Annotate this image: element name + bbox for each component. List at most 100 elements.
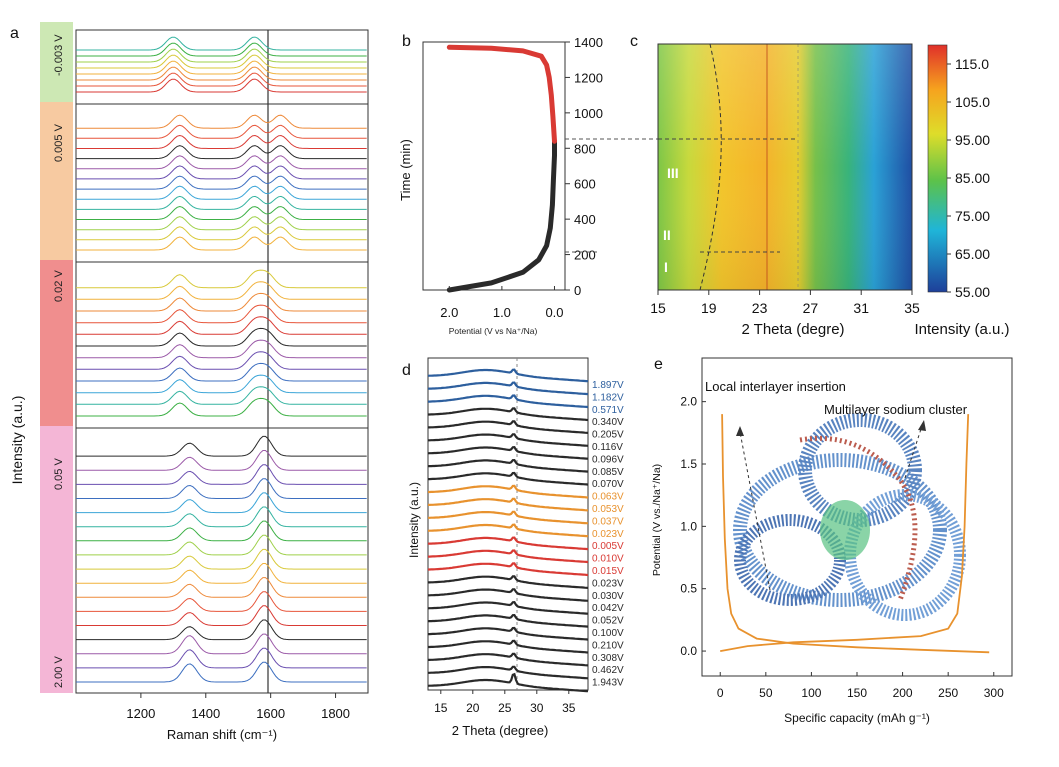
- raman-curve: [76, 48, 367, 63]
- panel-a-xtick-label: 1600: [256, 706, 285, 721]
- panel-c: III II I 15 19 23 27 31 35 2 Theta (degre) 11…: [650, 43, 1010, 338]
- panel-a-bar-1: [40, 22, 73, 102]
- raman-curve: [76, 661, 367, 683]
- potential-label: 0.005V: [592, 541, 624, 552]
- potential-label: 0.340V: [592, 417, 624, 428]
- panel-label-b: b: [402, 33, 411, 50]
- panel-d-ticks: 15 20 25 30 35: [434, 690, 576, 715]
- annotation-arrow-1: [739, 431, 771, 591]
- panel-e-xtick-label: 200: [893, 686, 913, 700]
- panel-c-xtick-label: 23: [752, 300, 768, 316]
- panel-d-curves: [427, 368, 589, 693]
- panel-a-bar-2: [40, 102, 73, 260]
- raman-curve: [76, 185, 367, 200]
- potential-label: 0.023V: [592, 529, 624, 540]
- panel-e-discharge-curve: [721, 414, 990, 654]
- raman-curve: [76, 165, 367, 180]
- potential-label: 0.116V: [592, 442, 623, 453]
- colorbar-tick-label: 105.0: [955, 94, 990, 110]
- panel-c-xtick-label: 27: [803, 300, 819, 316]
- potential-label: 0.015V: [592, 566, 624, 577]
- raman-curve: [76, 362, 367, 382]
- panel-e-ytick-label: 2.0: [680, 395, 697, 409]
- panel-a-xtick-label: 1200: [126, 706, 155, 721]
- xrd-curve: [427, 368, 589, 383]
- raman-curve: [76, 605, 367, 626]
- raman-curve: [76, 226, 367, 241]
- panel-b-xtick-label: 0.0: [545, 305, 563, 320]
- panel-e-xtick-label: 250: [938, 686, 958, 700]
- panel-label-d: d: [402, 362, 411, 379]
- panel-e-ytick-label: 0.5: [680, 582, 697, 596]
- panel-d-ylabel: Intensity (a.u.): [407, 482, 421, 558]
- panel-b: 0 200 400 600 800 1000 1200 1400 2.0 1.0 0.0 Time …: [398, 35, 660, 336]
- raman-curve: [76, 114, 367, 129]
- region-label-II: II: [663, 227, 671, 243]
- xrd-curve: [427, 613, 589, 628]
- panel-a-bar-4: [40, 426, 73, 693]
- potential-label: 0.571V: [592, 405, 624, 416]
- potential-label: 0.023V: [592, 578, 624, 589]
- raman-curve: [76, 66, 367, 81]
- section-label-1: -0.003 V: [53, 34, 65, 76]
- colorbar-tick-label: 65.00: [955, 246, 990, 262]
- panel-e-curves: [720, 414, 990, 654]
- panel-a-curves: [76, 36, 367, 683]
- panel-a-ticks: 1200 1400 1600 1800: [126, 693, 350, 721]
- raman-curve: [76, 304, 367, 324]
- panel-b-charge-curve: [446, 44, 557, 144]
- xrd-curve: [428, 471, 589, 486]
- raman-curve: [76, 124, 367, 139]
- panel-a-bar-3: [40, 260, 73, 426]
- raman-curve: [76, 397, 367, 417]
- raman-curve: [76, 54, 367, 69]
- panel-d-xtick-label: 35: [562, 701, 576, 715]
- xrd-curve: [428, 420, 589, 434]
- raman-curve: [76, 647, 367, 669]
- panel-b-xtick-label: 2.0: [440, 305, 458, 320]
- colorbar-tick-label: 75.00: [955, 208, 990, 224]
- raman-curve: [76, 281, 367, 300]
- raman-curve: [76, 492, 367, 514]
- panel-b-ytick-label: 800: [574, 141, 596, 156]
- colorbar-label: Intensity (a.u.): [914, 321, 1009, 338]
- xrd-curve: [427, 601, 589, 615]
- potential-label: 0.070V: [592, 479, 624, 490]
- xrd-curve: [428, 588, 589, 602]
- model-cluster-red: [799, 435, 918, 601]
- panel-e-xtick-label: 150: [847, 686, 867, 700]
- annotation-arrowhead-2: [918, 420, 926, 431]
- raman-curve: [76, 464, 367, 485]
- xrd-curve: [427, 672, 589, 693]
- potential-label: 0.210V: [592, 640, 624, 651]
- region-label-III: III: [667, 165, 679, 181]
- panel-label-a: a: [10, 25, 19, 42]
- xrd-curve: [428, 575, 589, 589]
- panel-b-ytick-label: 1200: [574, 70, 603, 85]
- raman-curve: [76, 351, 367, 370]
- colorbar-tick-label: 55.00: [955, 284, 990, 300]
- panel-e-xtick-label: 50: [759, 686, 773, 700]
- raman-curve: [76, 72, 367, 87]
- raman-curve: [76, 134, 367, 149]
- panel-c-ticks: 15 19 23 27 31 35: [650, 290, 920, 316]
- panel-d-xtick-label: 15: [434, 701, 448, 715]
- xrd-curve: [428, 652, 589, 667]
- raman-curve: [76, 216, 367, 231]
- panel-d-xtick-label: 20: [466, 701, 480, 715]
- colorbar: [927, 44, 948, 293]
- raman-curve: [76, 327, 367, 347]
- panel-b-ytick-label: 400: [574, 212, 596, 227]
- panel-c-xtick-label: 15: [650, 300, 666, 316]
- raman-curve: [76, 386, 367, 405]
- potential-label: 1.897V: [592, 380, 624, 391]
- xrd-curve: [428, 639, 589, 654]
- section-label-bottom: 2.00 V: [53, 656, 65, 688]
- potential-label: 1.943V: [592, 678, 624, 689]
- panel-b-ytick-label: 600: [574, 177, 596, 192]
- raman-curve: [76, 577, 367, 598]
- panel-e-xtick-label: 0: [717, 686, 724, 700]
- heatmap-shade: [658, 44, 912, 290]
- model-loop-4: [734, 514, 846, 606]
